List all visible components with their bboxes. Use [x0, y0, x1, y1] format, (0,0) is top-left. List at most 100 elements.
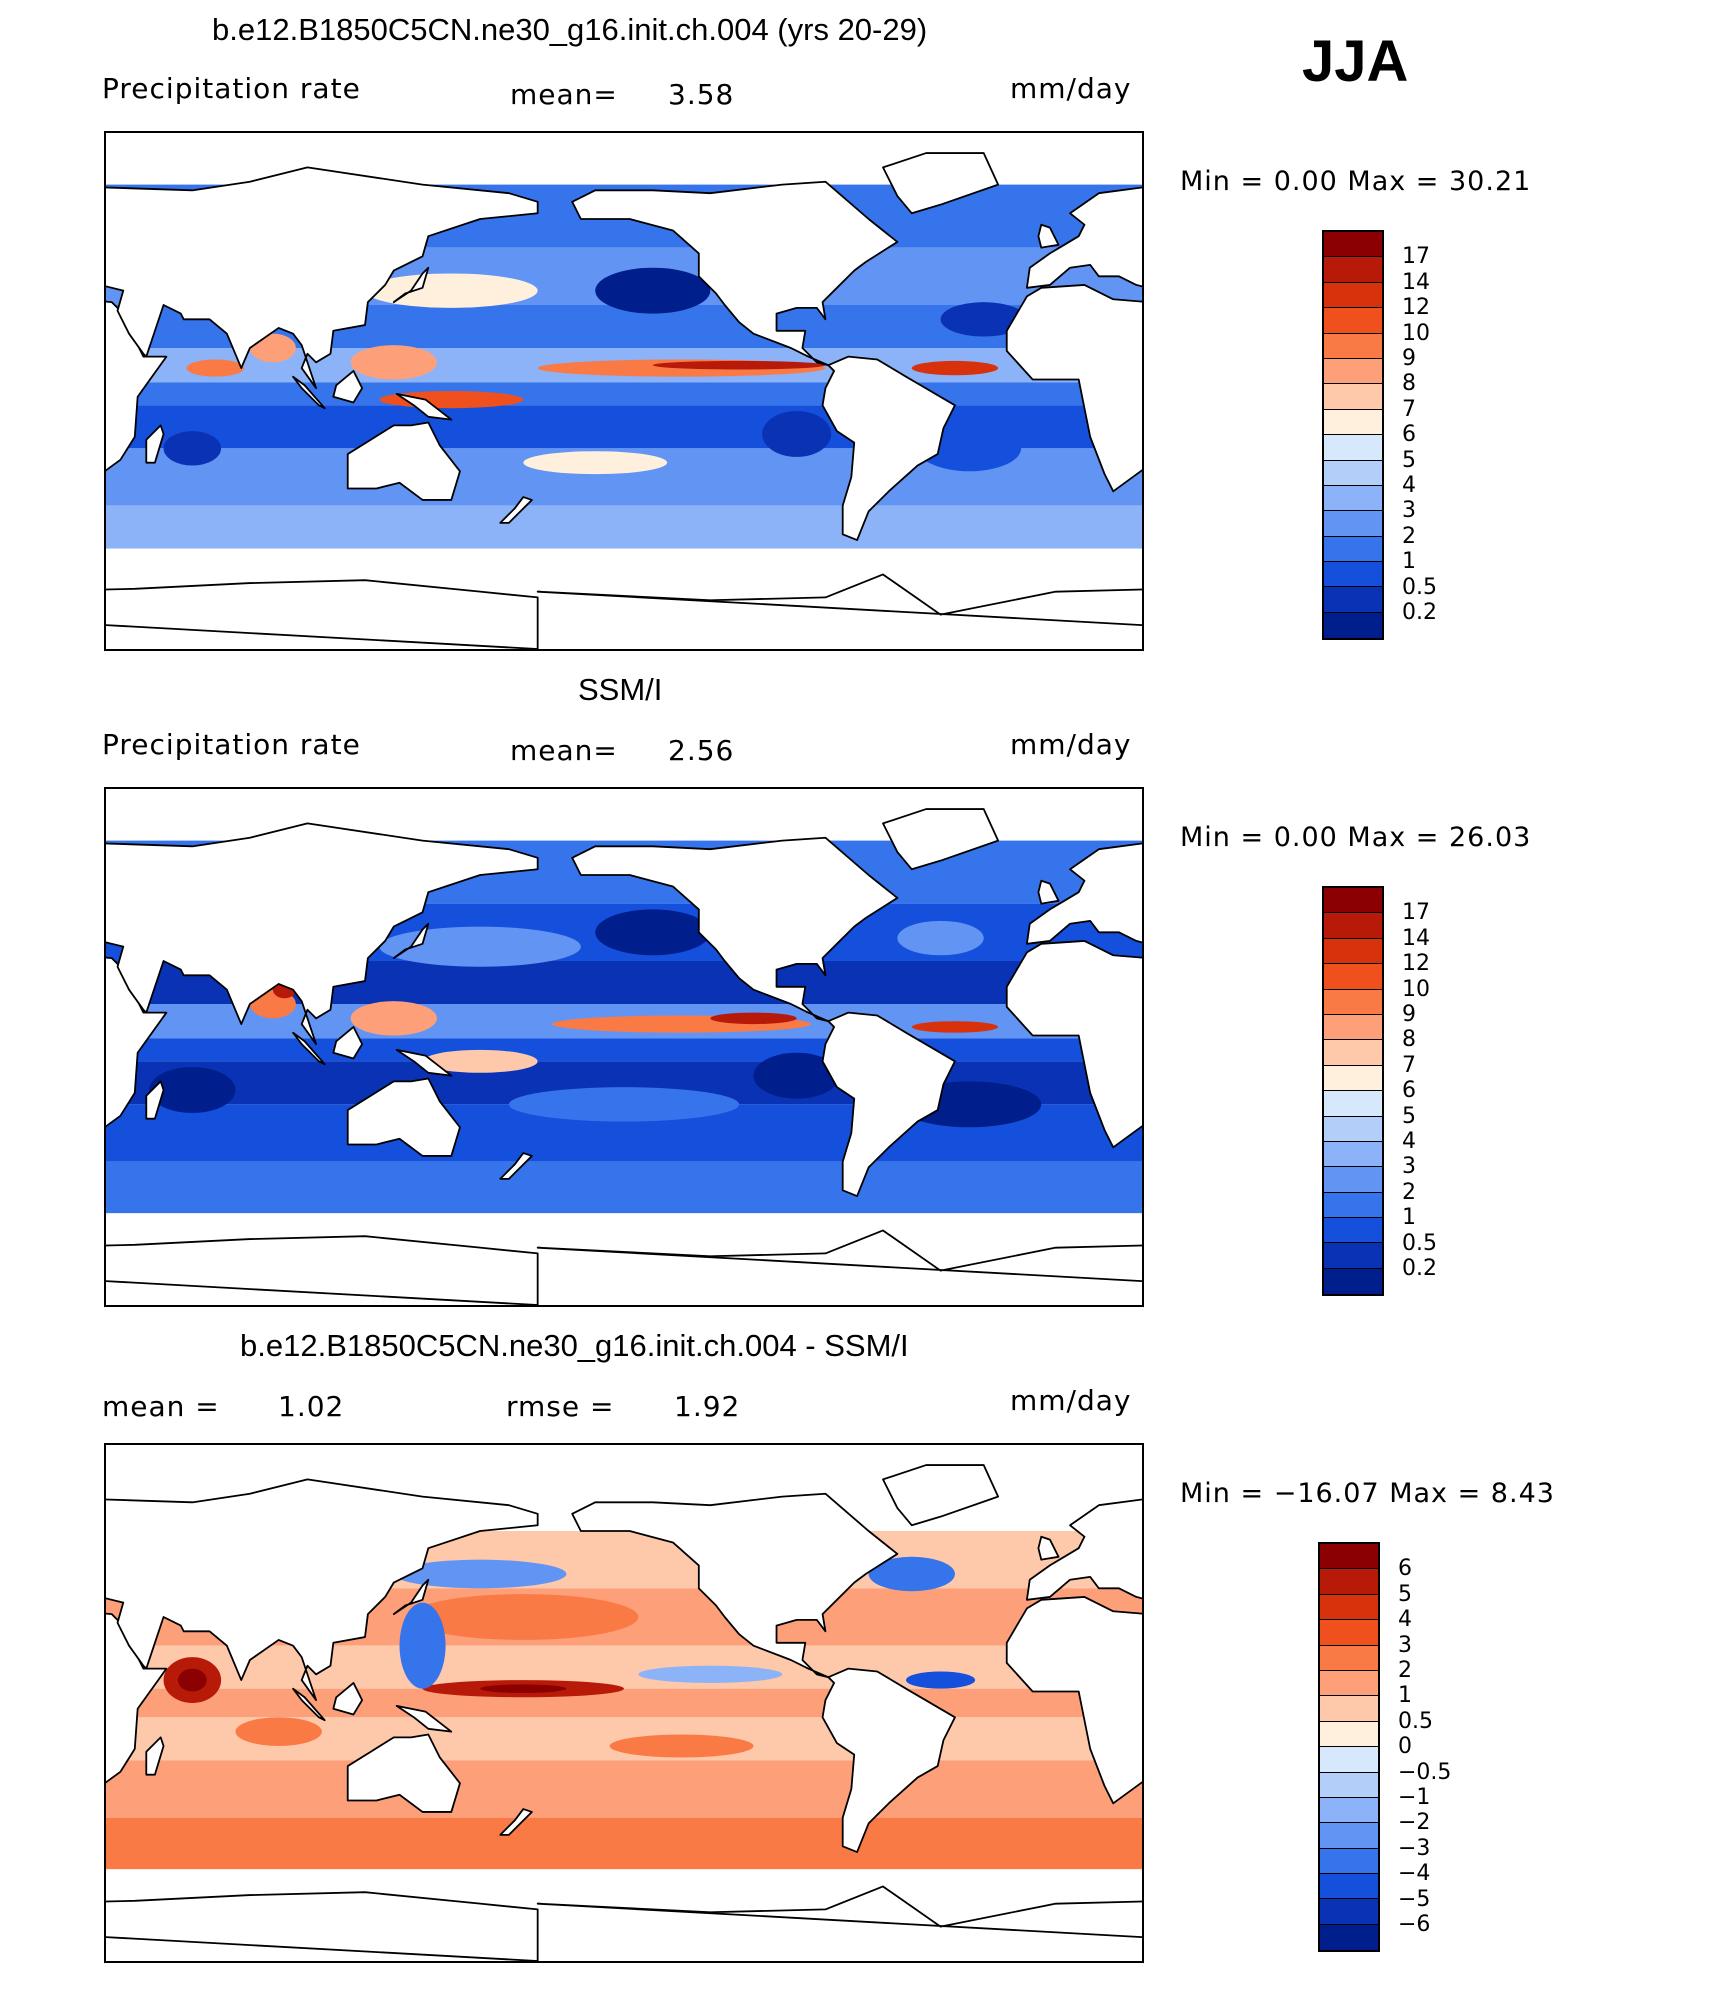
colorbar-level-label: 0.5 [1402, 574, 1437, 600]
colorbar-swatch [1324, 888, 1382, 914]
colorbar-level-label: 3 [1398, 1632, 1412, 1658]
colorbar-level-label: 6 [1402, 422, 1416, 448]
colorbar-swatch [1320, 1772, 1378, 1798]
diff-land-eurasia-wrap2 [106, 1478, 539, 1702]
colorbar-swatch [1324, 308, 1382, 334]
model-field-feature [940, 302, 1027, 337]
map-diff-svg [106, 1464, 1142, 1961]
model-land-japan [392, 266, 430, 304]
diff-land-australia [346, 1733, 461, 1813]
panel-title-diff: b.e12.B1850C5CN.ne30_g16.init.ch.004 - S… [240, 1328, 909, 1363]
colorbar-swatch [1320, 1874, 1378, 1900]
obs-land-uk [1037, 879, 1060, 905]
diff-land-new-zealand [499, 1808, 533, 1836]
obs-field-feature [379, 926, 581, 967]
diff-field-feature [480, 1684, 567, 1693]
colorbar-level-label: 2 [1402, 523, 1416, 549]
model-field-feature [917, 425, 1022, 472]
colorbar-model [1322, 230, 1384, 641]
units-label-obs: mm/day [1010, 728, 1132, 761]
colorbar-level-label: 0 [1398, 1734, 1412, 1760]
colorbar-swatch [1320, 1899, 1378, 1925]
colorbar-swatch [1324, 1091, 1382, 1117]
model-land-madagascar [145, 424, 165, 464]
map-obs [104, 787, 1144, 1307]
colorbar-swatch [1324, 257, 1382, 283]
panel-title-model: b.e12.B1850C5CN.ne30_g16.init.ch.004 (yr… [212, 12, 928, 47]
colorbar-swatch [1324, 409, 1382, 436]
colorbar-level-label: 12 [1402, 951, 1430, 977]
colorbar-level-label: 0.5 [1398, 1708, 1433, 1734]
colorbar-level-label: 12 [1402, 295, 1430, 321]
model-field-feature [350, 345, 437, 380]
colorbar-level-label: −3 [1398, 1835, 1431, 1861]
colorbar-swatch [1320, 1924, 1378, 1951]
colorbar-level-label: 14 [1402, 925, 1430, 951]
mean-label-obs: mean= [510, 734, 618, 767]
colorbar-obs [1322, 886, 1384, 1297]
colorbar-swatch [1320, 1544, 1378, 1570]
diff-land-greenland [882, 1464, 1000, 1527]
colorbar-level-label: −5 [1398, 1886, 1431, 1912]
colorbar-swatch [1324, 1167, 1382, 1193]
obs-land-japan [392, 922, 430, 960]
colorbar-diff [1318, 1542, 1380, 1953]
diff-field-feature [408, 1594, 639, 1640]
colorbar-swatch [1324, 913, 1382, 939]
obs-field-feature [710, 1012, 797, 1025]
diff-land-north-america [571, 1492, 899, 1679]
obs-land-sumatra [292, 1031, 326, 1066]
colorbar-swatch [1324, 485, 1382, 512]
units-label-model: mm/day [1010, 72, 1132, 105]
model-land-north-america [571, 180, 899, 367]
diff-field-feature [235, 1717, 322, 1746]
colorbar-swatch [1324, 1014, 1382, 1041]
obs-field-feature [911, 1021, 999, 1033]
panel-title-obs: SSM/I [578, 672, 663, 707]
colorbar-swatch [1324, 333, 1382, 359]
model-land-antarctica-wrap2 [106, 579, 539, 649]
colorbar-level-label: 3 [1402, 1154, 1416, 1180]
mean-label-model: mean= [510, 78, 618, 111]
colorbar-swatch [1324, 435, 1382, 461]
colorbar-swatch [1320, 1620, 1378, 1646]
colorbar-level-label: 2 [1398, 1658, 1412, 1683]
obs-field-feature [350, 1001, 437, 1036]
model-land-eurasia [1025, 186, 1142, 289]
diff-land-eurasia [1025, 1498, 1142, 1601]
diff-land-madagascar [145, 1736, 165, 1776]
variable-label-obs: Precipitation rate [102, 728, 361, 761]
model-land-south-america [821, 355, 956, 541]
obs-land-antarctica [536, 1229, 1142, 1283]
colorbar-level-label: 5 [1402, 1103, 1416, 1129]
diff-land-new-guinea [395, 1704, 453, 1733]
colorbar-level-label: 10 [1402, 976, 1430, 1002]
model-land-uk [1037, 223, 1060, 249]
diff-field-feature [177, 1668, 207, 1692]
obs-field-feature [508, 1087, 740, 1122]
colorbar-swatch [1324, 989, 1382, 1015]
colorbar-level-label: 4 [1402, 1129, 1416, 1154]
colorbar-swatch [1324, 1040, 1382, 1066]
obs-land-madagascar [145, 1080, 165, 1120]
model-field-band [106, 505, 1142, 549]
colorbar-level-label: 4 [1398, 1607, 1412, 1633]
obs-land-north-america [571, 836, 899, 1023]
colorbar-swatch [1324, 587, 1382, 613]
colorbar-swatch [1320, 1594, 1378, 1621]
colorbar-swatch [1320, 1848, 1378, 1875]
colorbar-level-label: 7 [1402, 1052, 1416, 1078]
colorbar-swatch [1324, 612, 1382, 639]
model-field-feature [186, 359, 245, 377]
colorbar-swatch [1324, 1065, 1382, 1092]
mean-value-diff: 1.02 [278, 1390, 345, 1423]
model-land-new-zealand [499, 496, 533, 524]
obs-land-indonesia-borneo [332, 1026, 364, 1060]
obs-land-antarctica-wrap2 [106, 1235, 539, 1305]
colorbar-level-label: 9 [1402, 346, 1416, 371]
obs-field-band [106, 1161, 1142, 1214]
obs-field-feature [149, 1067, 236, 1113]
colorbar-swatch [1324, 282, 1382, 309]
diff-land-japan [392, 1578, 430, 1616]
model-land-new-guinea [395, 392, 453, 421]
